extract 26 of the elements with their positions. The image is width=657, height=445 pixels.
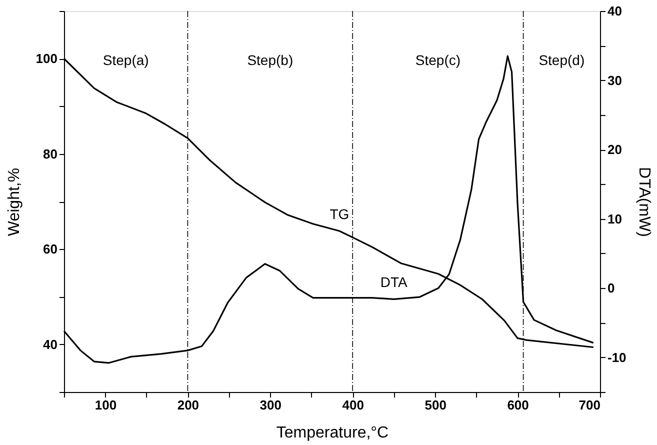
annotation: Step(a)	[102, 52, 149, 68]
series-label: TG	[330, 206, 350, 222]
annotation: Step(b)	[247, 52, 294, 68]
x-tick-label: 700	[578, 398, 600, 412]
y2-tick-label: 10	[608, 211, 622, 226]
y-tick-label: 80	[43, 146, 58, 162]
y2-tick-label: -10	[608, 350, 626, 365]
x-tick-label: 300	[260, 398, 282, 412]
y-axis-title: Weight,%	[6, 168, 23, 236]
y-tick-label: 40	[43, 336, 58, 352]
y2-tick-label: 30	[608, 72, 622, 88]
y2-tick-label: 20	[608, 142, 622, 158]
y-tick-label: 100	[36, 51, 58, 66]
x-axis-title: Temperature,°C	[276, 424, 389, 442]
y-tick-label: 60	[43, 242, 58, 257]
x-tick-label: 400	[342, 398, 364, 412]
x-tick-label: 600	[507, 398, 529, 412]
x-tick-label: 200	[177, 398, 200, 412]
y2-axis-title: DTA(mW)	[635, 167, 652, 237]
x-tick-label: 100	[94, 398, 117, 412]
x-tick-label: 500	[424, 398, 446, 412]
y2-tick-label: 40	[608, 4, 622, 18]
annotation: Step(c)	[415, 52, 461, 68]
series-label: DTA	[380, 274, 408, 290]
y2-tick-label: 0	[608, 280, 615, 296]
annotation: Step(d)	[538, 52, 585, 68]
